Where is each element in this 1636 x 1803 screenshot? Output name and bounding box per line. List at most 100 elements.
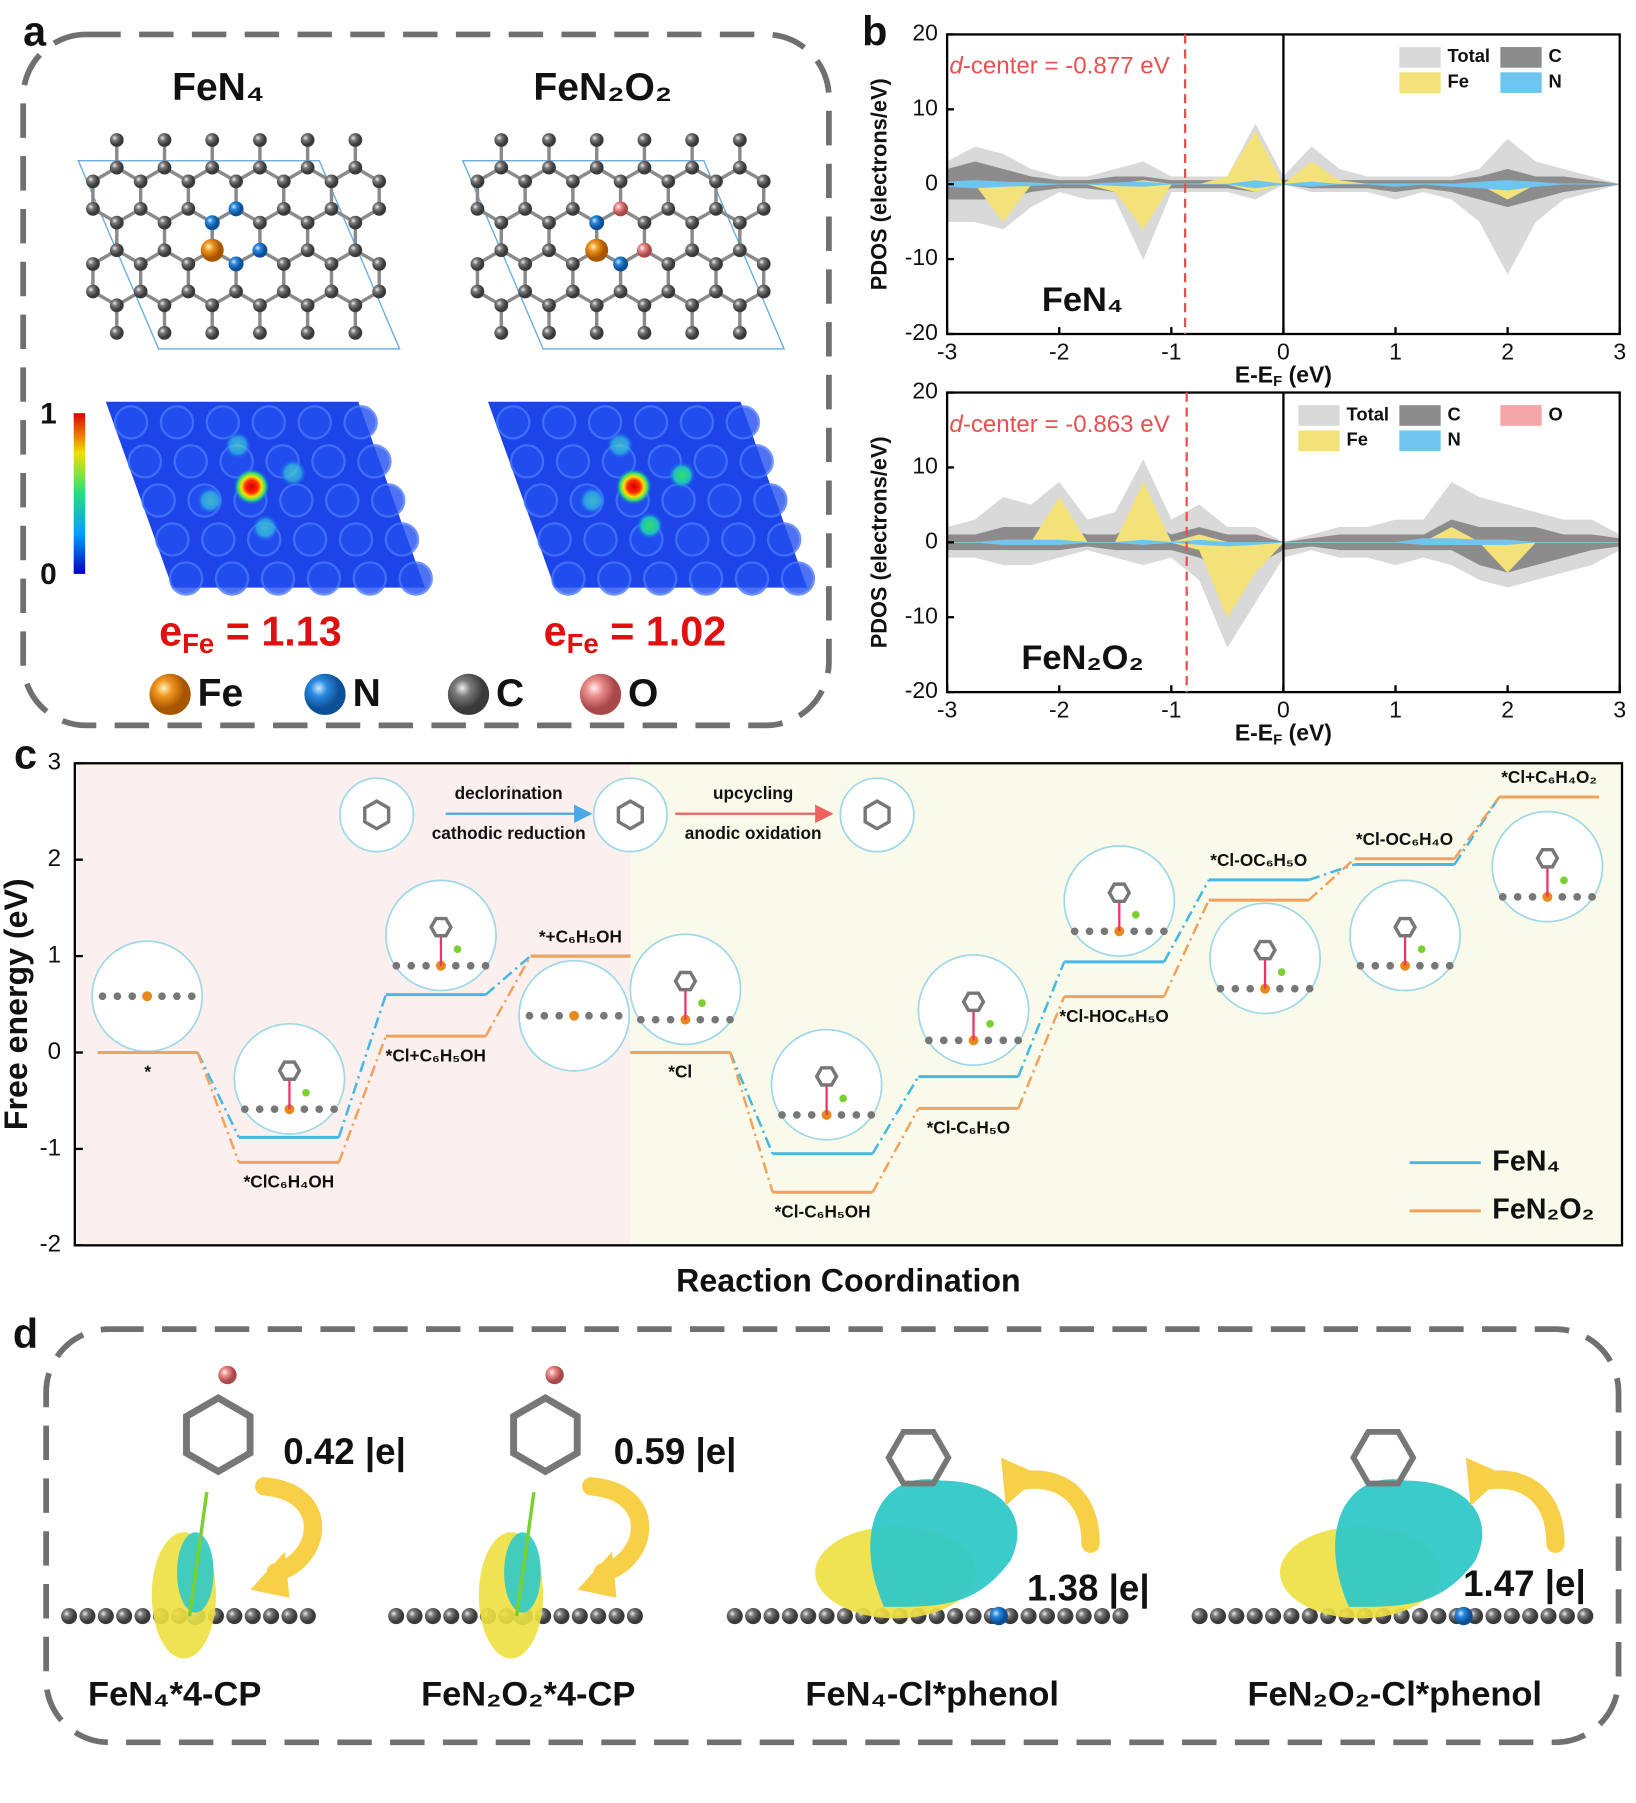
inset-atom (1231, 984, 1240, 993)
structure-label: FeN₂O₂*4-CP (421, 1675, 635, 1713)
d-center-annotation-part: -center = -0.863 eV (963, 411, 1170, 438)
map-cell (541, 405, 577, 440)
atom (470, 174, 485, 189)
map-cell (537, 522, 572, 557)
structure-label: FeN₄*4-CP (88, 1675, 261, 1713)
inset-atom (1305, 984, 1314, 993)
atom (965, 1608, 982, 1625)
y-tick-label: -1 (40, 1134, 61, 1161)
charge-transfer: 1.47 |e| (1463, 1563, 1586, 1605)
x-tick-label: -2 (1049, 339, 1069, 365)
charge-difference-image (388, 1365, 650, 1659)
y-tick-label: 20 (912, 378, 938, 404)
step-label: *Cl-C₆H₅OH (775, 1202, 871, 1222)
atom (1503, 1608, 1520, 1625)
map-cell (352, 561, 388, 596)
inset-atom (392, 961, 401, 970)
atom (300, 160, 315, 175)
atom (637, 133, 652, 147)
lattice (77, 133, 401, 350)
charge-difference-image (61, 1365, 323, 1659)
inset-ring (961, 991, 986, 1013)
atom (1057, 1608, 1074, 1625)
connector (1162, 879, 1210, 963)
atom (253, 325, 267, 340)
inset-atom (680, 1014, 691, 1025)
inset-atom (925, 1036, 933, 1045)
pdos-area (946, 542, 1621, 573)
atom (608, 1608, 625, 1625)
map-cell (306, 561, 342, 596)
atom (1191, 1608, 1208, 1625)
panel-label: c (14, 731, 37, 777)
atom (636, 242, 652, 258)
atom (542, 298, 556, 313)
atom (181, 174, 196, 189)
atom (253, 215, 267, 230)
inset-atom (599, 1011, 608, 1020)
y-tick-label: 10 (912, 94, 938, 120)
atom (685, 243, 700, 258)
atom (1112, 1608, 1129, 1625)
atom (1485, 1608, 1502, 1625)
colorbar-tick-label: 1 (40, 397, 57, 430)
legend-label: Total (1448, 45, 1491, 66)
inset-atom (1560, 876, 1568, 885)
x-axis-label-part: F (1273, 731, 1282, 748)
structure-label: FeN₄-Cl*phenol (805, 1675, 1059, 1713)
atom (253, 160, 267, 175)
atom (372, 257, 387, 271)
atom (518, 174, 533, 189)
charge-transfer: 0.42 |e| (283, 1431, 406, 1473)
map-cell (159, 405, 195, 440)
y-tick-label: -20 (905, 319, 938, 345)
inset-atom (128, 992, 137, 1001)
atom (661, 284, 676, 299)
x-tick-label: -3 (937, 339, 957, 365)
map-cell (780, 561, 816, 596)
map-cell (725, 405, 761, 440)
x-axis-label-part: (eV) (1282, 720, 1332, 746)
legend-label: N (1549, 70, 1562, 91)
atom (461, 1608, 478, 1625)
inset-atom (1131, 910, 1140, 919)
map-spot (668, 461, 696, 489)
atom (86, 174, 100, 189)
atom (1209, 1608, 1227, 1625)
map-cell (721, 522, 756, 557)
inset-atom (954, 1036, 963, 1045)
inset-atom (142, 991, 153, 1002)
legend-swatch (1500, 72, 1542, 93)
x-axis-label-part: E-E (1235, 720, 1273, 746)
atom (613, 174, 628, 189)
inset-atom (1513, 893, 1522, 901)
connector (871, 1075, 920, 1155)
atom (732, 243, 747, 258)
connector (1453, 796, 1501, 866)
atom (565, 284, 580, 299)
legend-label: Total (1347, 403, 1390, 424)
atom (494, 298, 509, 313)
atom (348, 133, 363, 147)
connector (196, 1052, 241, 1163)
atom (589, 325, 604, 340)
atom (470, 284, 485, 299)
inset-atom (1417, 945, 1426, 954)
atom (589, 133, 604, 147)
inset-ring (277, 1060, 302, 1081)
inset-atom (240, 1105, 249, 1114)
atom (565, 257, 580, 271)
atom (542, 243, 556, 258)
atom (732, 160, 747, 175)
atom (97, 1608, 114, 1625)
atom (756, 202, 771, 216)
inset-atom (1445, 961, 1454, 970)
x-tick-label: 2 (1501, 339, 1514, 365)
atom (1038, 1608, 1056, 1625)
atom (86, 284, 100, 299)
legend-label: Fe (1347, 429, 1368, 450)
map-spot (578, 486, 607, 515)
legend-swatch (1399, 405, 1441, 426)
scheme-annotation: upcycling (713, 783, 793, 803)
atom-legend-label: C (496, 672, 524, 715)
